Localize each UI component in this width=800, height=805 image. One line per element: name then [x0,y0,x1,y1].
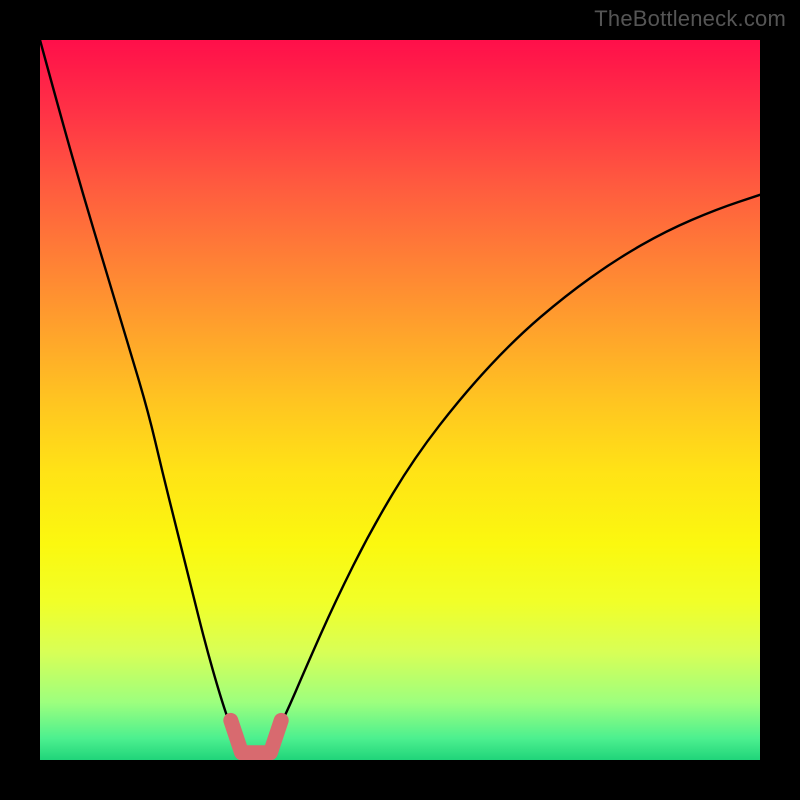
plot-background [40,40,760,760]
bottleneck-curve-chart [0,0,800,800]
chart-canvas-wrap [0,0,800,800]
watermark-label: TheBottleneck.com [594,6,786,32]
